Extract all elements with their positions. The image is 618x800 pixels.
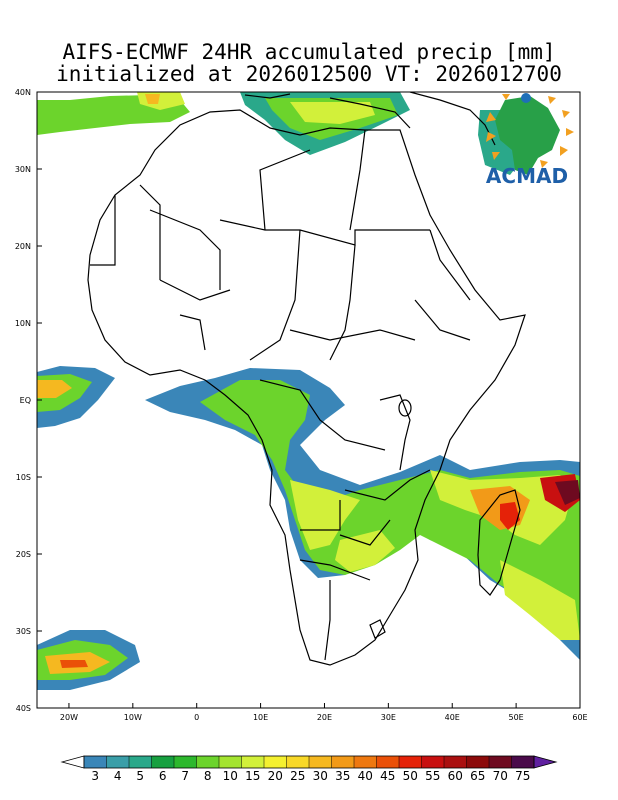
colorbar-low-end bbox=[60, 755, 85, 769]
colorbar-label: 5 bbox=[136, 769, 144, 783]
colorbar-swatch bbox=[219, 756, 242, 768]
lon-label: 50E bbox=[509, 713, 524, 722]
colorbar-swatch bbox=[511, 756, 535, 768]
colorbar-swatch bbox=[466, 756, 490, 768]
colorbar-swatch bbox=[151, 756, 175, 768]
colorbar-label: 10 bbox=[223, 769, 238, 783]
colorbar-swatch bbox=[264, 756, 287, 768]
colorbar-label: 3 bbox=[91, 769, 99, 783]
colorbar: 3 4 5 6 7 8 10 15 20 25 30 35 40 45 50 55 60 65 70 75 bbox=[60, 755, 558, 783]
colorbar-label: 40 bbox=[358, 769, 373, 783]
colorbar-label: 75 bbox=[515, 769, 530, 783]
lon-label: 20E bbox=[317, 713, 332, 722]
latitude-labels: 40N 30N 20N 10N EQ 10S 20S 30S 40S bbox=[15, 88, 42, 713]
colorbar-label: 50 bbox=[403, 769, 418, 783]
colorbar-swatch bbox=[354, 756, 377, 768]
colorbar-label: 6 bbox=[159, 769, 167, 783]
lon-label: 60E bbox=[572, 713, 587, 722]
lon-label: 20W bbox=[60, 713, 78, 722]
colorbar-swatch bbox=[196, 756, 220, 768]
lat-label: 20N bbox=[15, 242, 31, 251]
map-title-line-2: initialized at 2026012500 VT: 2026012700 bbox=[56, 62, 562, 86]
colorbar-swatch bbox=[489, 756, 512, 768]
lat-label: EQ bbox=[20, 396, 31, 405]
colorbar-swatch bbox=[399, 756, 422, 768]
lat-label: 30N bbox=[15, 165, 31, 174]
lat-label: 40S bbox=[16, 704, 31, 713]
lat-label: 40N bbox=[15, 88, 31, 97]
colorbar-swatch bbox=[84, 756, 107, 768]
colorbar-swatch bbox=[129, 756, 152, 768]
colorbar-swatch bbox=[241, 756, 265, 768]
acmad-logo: ACMAD bbox=[486, 93, 574, 188]
lon-label: 0 bbox=[194, 713, 199, 722]
coastlines bbox=[87, 92, 526, 666]
colorbar-label: 30 bbox=[313, 769, 328, 783]
colorbar-label: 20 bbox=[268, 769, 283, 783]
colorbar-label: 60 bbox=[448, 769, 463, 783]
colorbar-swatch bbox=[286, 756, 310, 768]
lat-label: 10N bbox=[15, 319, 31, 328]
colorbar-swatch bbox=[376, 756, 400, 768]
colorbar-swatch bbox=[444, 756, 467, 768]
lat-label: 10S bbox=[16, 473, 31, 482]
acmad-logo-text: ACMAD bbox=[486, 164, 568, 188]
colorbar-label: 7 bbox=[181, 769, 189, 783]
colorbar-label: 55 bbox=[425, 769, 440, 783]
colorbar-label: 8 bbox=[204, 769, 212, 783]
colorbar-swatch bbox=[331, 756, 355, 768]
colorbar-label: 15 bbox=[245, 769, 260, 783]
colorbar-label: 45 bbox=[380, 769, 395, 783]
lat-label: 20S bbox=[16, 550, 31, 559]
colorbar-label: 4 bbox=[114, 769, 122, 783]
colorbar-label: 35 bbox=[335, 769, 350, 783]
longitude-labels: 20W 10W 0 10E 20E 30E 40E 50E 60E bbox=[60, 703, 588, 722]
map-title-line-1: AIFS-ECMWF 24HR accumulated precip [mm] bbox=[62, 40, 556, 64]
colorbar-label: 25 bbox=[290, 769, 305, 783]
lon-label: 10E bbox=[253, 713, 268, 722]
colorbar-swatch bbox=[174, 756, 197, 768]
colorbar-label: 65 bbox=[470, 769, 485, 783]
colorbar-swatch bbox=[309, 756, 332, 768]
colorbar-swatch bbox=[421, 756, 445, 768]
colorbar-high-end bbox=[533, 755, 558, 769]
lon-label: 40E bbox=[445, 713, 460, 722]
lon-label: 10W bbox=[124, 713, 142, 722]
colorbar-label: 70 bbox=[493, 769, 508, 783]
colorbar-swatch bbox=[106, 756, 130, 768]
lat-label: 30S bbox=[16, 627, 31, 636]
lon-label: 30E bbox=[381, 713, 396, 722]
